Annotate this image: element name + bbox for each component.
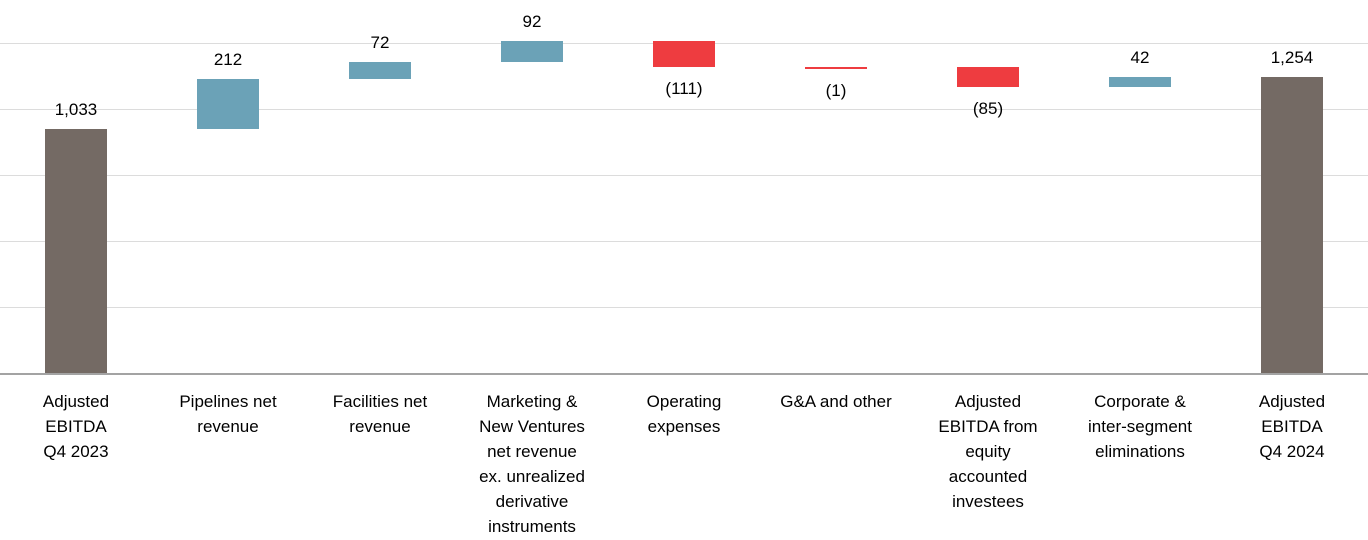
category-label: Corporate & inter-segment eliminations xyxy=(1088,392,1192,461)
gridline xyxy=(0,240,1368,242)
waterfall-bar-decrease xyxy=(805,66,867,69)
gridline xyxy=(0,174,1368,176)
category-label: Marketing & New Ventures net revenue ex.… xyxy=(479,392,585,536)
bar-value-label: 1,033 xyxy=(54,100,98,120)
bar-value-label: (1) xyxy=(825,80,847,100)
gridline xyxy=(0,108,1368,110)
category-label: Adjusted EBITDA from equity accounted in… xyxy=(938,392,1038,511)
bar-value-label: 92 xyxy=(522,11,542,31)
waterfall-bar-total xyxy=(1261,77,1323,373)
category-label: Facilities net revenue xyxy=(332,392,428,436)
bar-value-label: (111) xyxy=(665,78,703,98)
waterfall-bar-total xyxy=(45,129,107,373)
plot-area: 1,033 212 72 92 (111) (1) (85) 42 1,254 xyxy=(0,11,1368,375)
bar-value-label: 1,254 xyxy=(1270,48,1314,68)
waterfall-bar-decrease xyxy=(957,67,1019,88)
bar-value-label: 42 xyxy=(1130,48,1150,68)
category-label: Adjusted EBITDA Q4 2023 xyxy=(42,392,110,461)
category-label: Operating expenses xyxy=(646,392,722,436)
waterfall-bar-increase xyxy=(501,40,563,63)
waterfall-bar-increase xyxy=(1109,77,1171,88)
waterfall-bar-increase xyxy=(349,62,411,80)
bar-value-label: 72 xyxy=(370,33,390,53)
bar-value-label: 212 xyxy=(213,50,243,70)
gridline xyxy=(0,306,1368,308)
category-label: Adjusted EBITDA Q4 2024 xyxy=(1258,392,1326,461)
x-axis-line xyxy=(0,373,1368,375)
waterfall-bar-increase xyxy=(197,79,259,130)
category-label: Pipelines net revenue xyxy=(179,392,277,436)
waterfall-bar-decrease xyxy=(653,40,715,67)
category-label: G&A and other xyxy=(780,392,892,411)
bar-value-label: (85) xyxy=(972,99,1004,119)
